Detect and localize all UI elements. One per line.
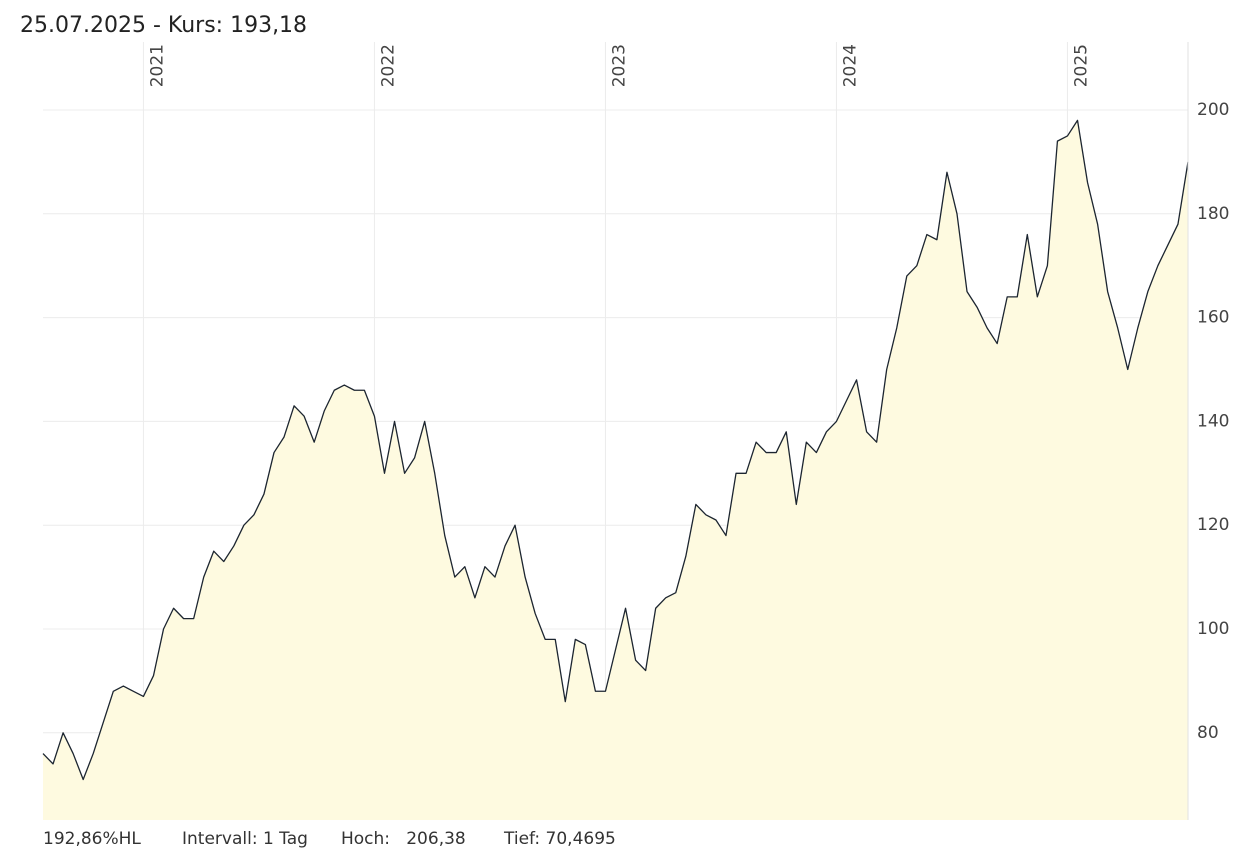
area-fill (43, 120, 1188, 821)
x-tick-label: 2021 (147, 44, 167, 87)
footer-low: Tief: 70,4695 (503, 829, 616, 849)
y-tick-label: 180 (1197, 204, 1229, 224)
y-tick-label: 200 (1197, 100, 1229, 120)
y-tick-label: 120 (1197, 515, 1229, 535)
x-tick-label: 2022 (378, 44, 398, 87)
y-tick-label: 140 (1197, 411, 1229, 431)
footer-high: Hoch: 206,38 (341, 829, 466, 849)
price-line (42, 119, 1189, 781)
footer-interval: Intervall: 1 Tag (182, 829, 308, 849)
x-tick-label: 2024 (840, 44, 860, 87)
y-tick-label: 100 (1197, 619, 1229, 639)
x-tick-label: 2025 (1071, 44, 1091, 87)
x-tick-label: 2023 (609, 44, 629, 87)
y-tick-label: 80 (1197, 723, 1219, 743)
chart-title: 25.07.2025 - Kurs: 193,18 (20, 13, 307, 38)
y-tick-label: 160 (1197, 308, 1229, 328)
footer-change: 192,86%HL (43, 829, 141, 849)
